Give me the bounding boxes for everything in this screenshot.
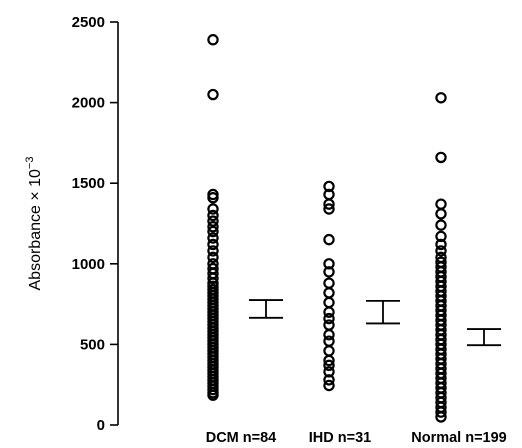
series-2-points bbox=[323, 180, 335, 392]
y-ticks: 0 500 1000 1500 2000 2500 bbox=[72, 14, 118, 434]
data-point bbox=[207, 225, 219, 238]
data-point bbox=[323, 374, 335, 386]
data-point bbox=[435, 411, 447, 423]
data-point bbox=[207, 232, 219, 244]
category-label: DCM n=84 bbox=[206, 430, 277, 446]
data-point bbox=[435, 219, 447, 231]
error-bars bbox=[249, 299, 501, 347]
data-point bbox=[323, 335, 335, 347]
data-point bbox=[323, 258, 335, 270]
data-point bbox=[207, 203, 219, 215]
y-tick-label: 0 bbox=[97, 417, 105, 434]
data-point bbox=[323, 329, 335, 341]
series-3-points bbox=[435, 92, 447, 423]
category-label: IHD n=31 bbox=[309, 430, 371, 446]
data-point bbox=[323, 345, 335, 357]
data-point bbox=[323, 354, 335, 367]
series-1-error-bar bbox=[249, 299, 283, 319]
series-3-error-bar bbox=[467, 328, 501, 347]
data-point bbox=[323, 296, 335, 309]
data-point bbox=[323, 306, 335, 318]
data-point bbox=[435, 92, 447, 104]
data-point bbox=[207, 389, 219, 401]
data-point bbox=[207, 215, 219, 227]
y-tick-label: 1500 bbox=[72, 175, 105, 192]
y-axis-title-text: Absorbance × 10 bbox=[27, 169, 44, 291]
data-point bbox=[323, 287, 335, 299]
data-point bbox=[323, 198, 335, 210]
data-point bbox=[323, 277, 335, 289]
y-axis-title: Absorbance × 10−3 bbox=[24, 157, 44, 291]
data-points bbox=[207, 34, 447, 423]
data-point bbox=[323, 233, 335, 246]
data-point bbox=[207, 251, 219, 264]
data-point bbox=[435, 238, 447, 251]
data-point bbox=[323, 203, 335, 215]
data-point bbox=[323, 266, 335, 278]
series-2-error-bar bbox=[366, 299, 400, 325]
data-point bbox=[323, 180, 335, 193]
data-point bbox=[207, 34, 219, 46]
data-point bbox=[435, 208, 447, 220]
y-tick-label: 500 bbox=[80, 336, 105, 353]
data-point bbox=[323, 319, 335, 331]
data-point bbox=[207, 192, 219, 204]
y-tick-label: 2000 bbox=[72, 95, 105, 112]
data-point bbox=[207, 88, 219, 101]
data-point bbox=[435, 230, 447, 243]
category-labels: DCM n=84 IHD n=31 Normal n=199 bbox=[206, 430, 507, 446]
data-point bbox=[435, 151, 447, 164]
data-point bbox=[435, 245, 447, 257]
data-point bbox=[323, 366, 335, 378]
data-point bbox=[207, 272, 219, 285]
data-point bbox=[323, 379, 335, 392]
category-label: Normal n=199 bbox=[411, 430, 507, 446]
data-point bbox=[207, 238, 219, 251]
data-point bbox=[435, 406, 447, 418]
y-tick-label: 2500 bbox=[72, 14, 105, 31]
y-axis-title-exponent: −3 bbox=[24, 157, 36, 170]
data-point bbox=[435, 198, 447, 210]
data-point bbox=[207, 221, 219, 233]
data-point bbox=[323, 312, 335, 325]
data-point bbox=[207, 209, 219, 222]
data-point bbox=[323, 359, 335, 372]
y-tick-label: 1000 bbox=[72, 256, 105, 273]
series-1-points bbox=[207, 34, 219, 401]
data-point bbox=[207, 245, 219, 257]
